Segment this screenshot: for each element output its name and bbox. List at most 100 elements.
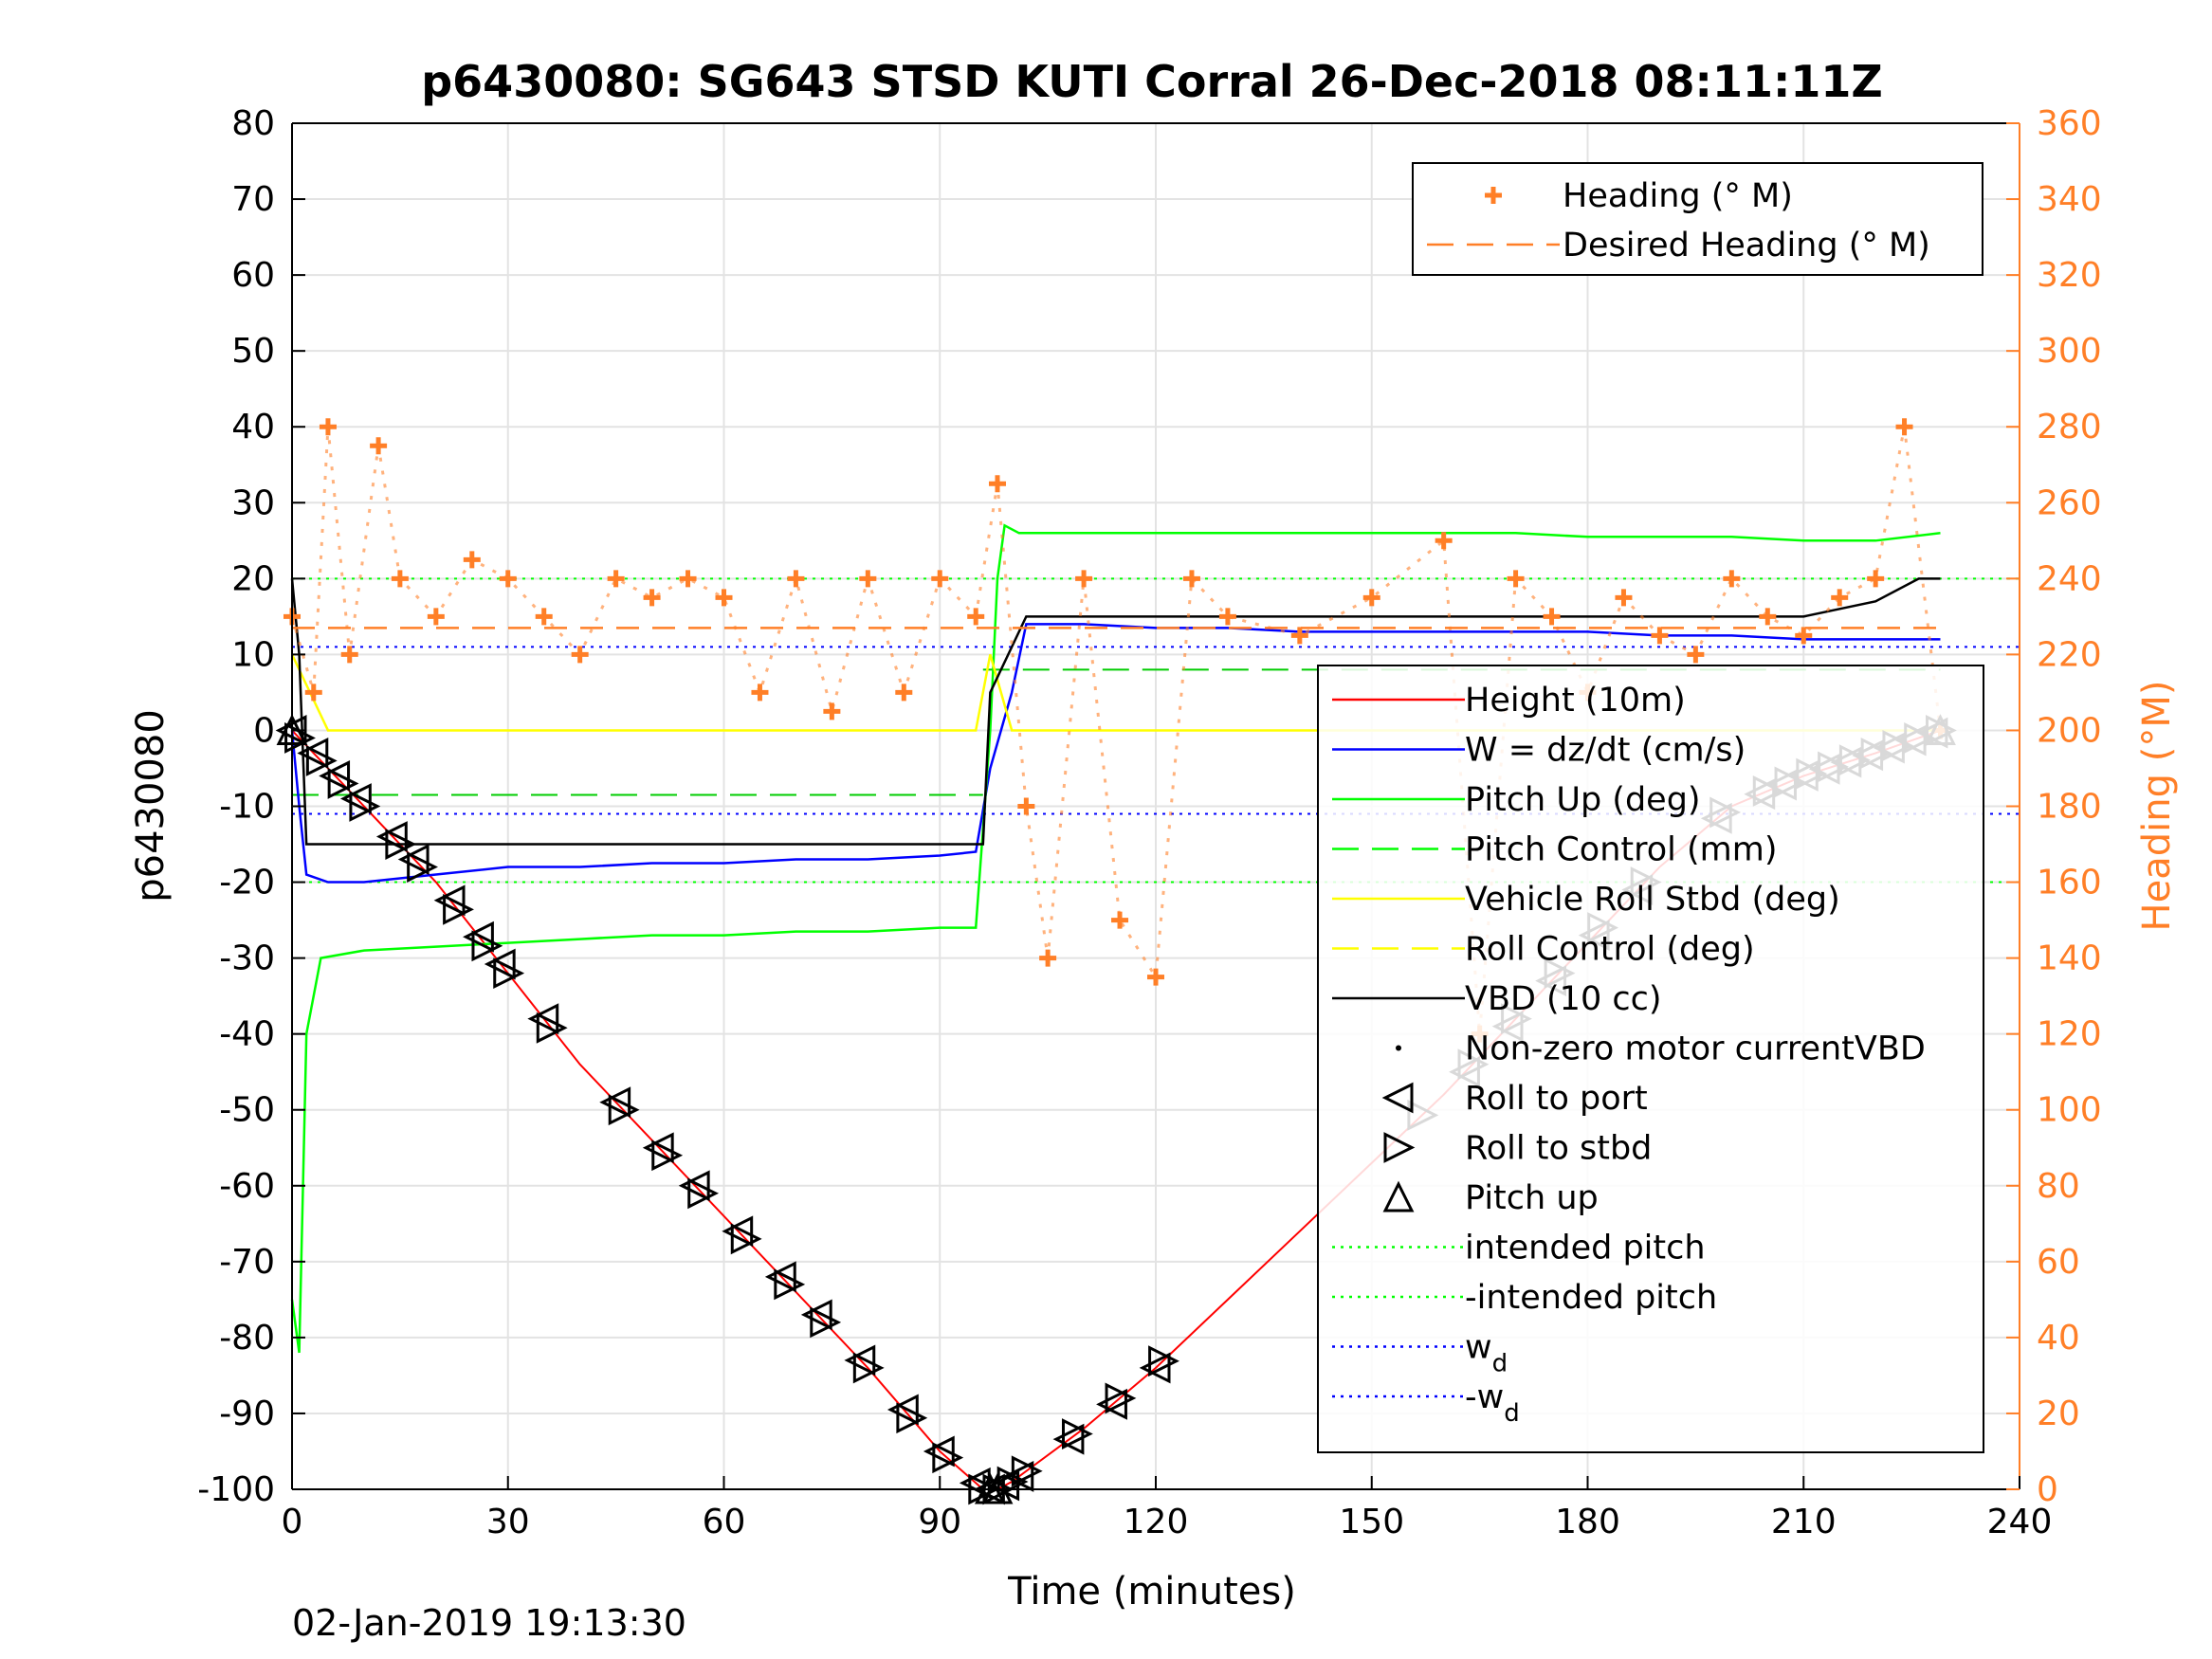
legend-swatch bbox=[1485, 187, 1502, 204]
y-axis-label-left: p6430080 bbox=[129, 709, 173, 902]
roll-stbd-marker bbox=[687, 1177, 720, 1210]
roll-stbd-marker bbox=[305, 745, 338, 776]
heading-point bbox=[1290, 627, 1308, 645]
legend-heading-box bbox=[1412, 162, 1983, 276]
roll-stbd-marker bbox=[852, 1352, 885, 1384]
footer-timestamp: 02-Jan-2019 19:13:30 bbox=[292, 1602, 686, 1644]
roll-port-marker bbox=[375, 821, 408, 852]
heading-point bbox=[643, 589, 661, 607]
y-tick-label-right: 60 bbox=[2037, 1243, 2080, 1282]
y-axis-label-right: Heading (°M) bbox=[2135, 681, 2179, 932]
roll-port-marker bbox=[433, 884, 466, 917]
legend-main-label: Pitch Control (mm) bbox=[1465, 831, 1777, 869]
roll-port-marker bbox=[319, 760, 351, 792]
y-tick-label-right: 20 bbox=[2037, 1395, 2080, 1433]
legend-main-label: Non-zero motor currentVBD bbox=[1465, 1030, 1926, 1068]
heading-point bbox=[1831, 589, 1849, 607]
y-tick-label-left: 0 bbox=[253, 711, 275, 750]
y-tick-label-left: -20 bbox=[219, 864, 275, 902]
x-tick-label: 210 bbox=[1771, 1503, 1837, 1541]
roll-stbd-marker bbox=[407, 851, 439, 883]
roll-stbd-marker bbox=[1061, 1418, 1093, 1449]
y-tick-label-left: -30 bbox=[219, 939, 275, 978]
roll-port-marker bbox=[1002, 1460, 1034, 1492]
x-axis-label: Time (minutes) bbox=[1007, 1570, 1296, 1613]
roll-stbd-marker bbox=[327, 768, 359, 799]
legend-main-label: -intended pitch bbox=[1465, 1279, 1717, 1317]
roll-stbd-marker bbox=[471, 930, 503, 962]
roll-stbd-marker bbox=[896, 1402, 928, 1434]
roll-port-marker bbox=[484, 948, 516, 980]
legend-swatch bbox=[1396, 1045, 1401, 1051]
roll-stbd-marker bbox=[932, 1442, 964, 1474]
y-tick-label-left: -70 bbox=[219, 1243, 275, 1282]
x-tick-label: 240 bbox=[1987, 1503, 2053, 1541]
y-tick-label-left: 50 bbox=[231, 332, 275, 371]
roll-stbd-marker bbox=[810, 1306, 842, 1339]
series-line bbox=[290, 577, 1941, 846]
heading-point bbox=[715, 589, 733, 607]
roll-port-marker bbox=[1052, 1423, 1085, 1455]
roll-stbd-marker bbox=[608, 1094, 640, 1126]
x-tick-label: 0 bbox=[282, 1503, 303, 1541]
x-tick-label: 180 bbox=[1555, 1503, 1620, 1541]
y-tick-label-left: -40 bbox=[219, 1015, 275, 1054]
roll-port-marker bbox=[1139, 1352, 1171, 1384]
heading-point bbox=[607, 570, 625, 588]
roll-port-marker bbox=[764, 1261, 796, 1293]
legend-swatch bbox=[1383, 1132, 1416, 1163]
legend-main-label: intended pitch bbox=[1465, 1230, 1706, 1267]
roll-stbd-marker bbox=[730, 1223, 762, 1255]
roll-stbd-marker bbox=[651, 1139, 684, 1172]
y-tick-label-right: 220 bbox=[2037, 635, 2102, 674]
roll-port-marker bbox=[678, 1170, 710, 1202]
heading-point bbox=[751, 684, 769, 702]
y-tick-label-right: 280 bbox=[2037, 408, 2102, 447]
y-tick-label-left: 10 bbox=[231, 635, 275, 674]
legend-main-label: Roll to port bbox=[1465, 1080, 1648, 1118]
y-tick-label-right: 160 bbox=[2037, 864, 2102, 902]
y-tick-label-left: 80 bbox=[231, 104, 275, 143]
roll-port-marker bbox=[887, 1394, 919, 1426]
legend-main-label: Pitch Up (deg) bbox=[1465, 781, 1701, 819]
y-tick-label-right: 80 bbox=[2037, 1167, 2080, 1206]
y-tick-label-right: 300 bbox=[2037, 332, 2102, 371]
legend-swatch bbox=[1382, 1180, 1415, 1212]
roll-port-marker bbox=[722, 1215, 754, 1248]
x-tick-label: 90 bbox=[918, 1503, 961, 1541]
legend-main-label: Roll Control (deg) bbox=[1465, 931, 1755, 969]
y-tick-label-right: 120 bbox=[2037, 1015, 2102, 1054]
heading-point bbox=[787, 570, 805, 588]
roll-stbd-marker bbox=[1105, 1382, 1137, 1414]
roll-port-marker bbox=[297, 738, 329, 769]
legend-main-label: VBD (10 cc) bbox=[1465, 980, 1662, 1018]
y-tick-label-right: 140 bbox=[2037, 939, 2102, 978]
x-tick-label: 150 bbox=[1339, 1503, 1404, 1541]
y-tick-label-right: 260 bbox=[2037, 483, 2102, 522]
heading-point bbox=[1362, 589, 1380, 607]
roll-port-marker bbox=[844, 1344, 876, 1376]
y-tick-label-right: 100 bbox=[2037, 1091, 2102, 1130]
roll-stbd-marker bbox=[385, 829, 417, 860]
y-tick-label-right: 320 bbox=[2037, 256, 2102, 295]
legend-main: Height (10m) W = dz/dt (cm/s) Pitch Up (de… bbox=[1317, 665, 1984, 1453]
y-tick-label-left: -60 bbox=[219, 1167, 275, 1206]
y-tick-label-left: -10 bbox=[219, 788, 275, 827]
heading-point bbox=[1723, 570, 1741, 588]
legend-main-label: Height (10m) bbox=[1465, 682, 1686, 720]
roll-port-marker bbox=[923, 1435, 955, 1468]
y-tick-label-right: 180 bbox=[2037, 788, 2102, 827]
roll-port-marker bbox=[339, 783, 372, 814]
roll-stbd-marker bbox=[493, 957, 525, 990]
heading-point bbox=[679, 570, 697, 588]
legend-main-label: W = dz/dt (cm/s) bbox=[1465, 732, 1746, 770]
y-tick-label-left: 60 bbox=[231, 256, 275, 295]
roll-port-marker bbox=[1096, 1388, 1127, 1420]
x-tick-label: 120 bbox=[1124, 1503, 1189, 1541]
x-tick-label: 30 bbox=[486, 1503, 530, 1541]
heading-point bbox=[1182, 570, 1200, 588]
roll-stbd-marker bbox=[774, 1268, 806, 1301]
roll-stbd-marker bbox=[349, 791, 381, 822]
y-tick-label-left: -50 bbox=[219, 1091, 275, 1130]
y-tick-label-right: 40 bbox=[2037, 1319, 2080, 1358]
